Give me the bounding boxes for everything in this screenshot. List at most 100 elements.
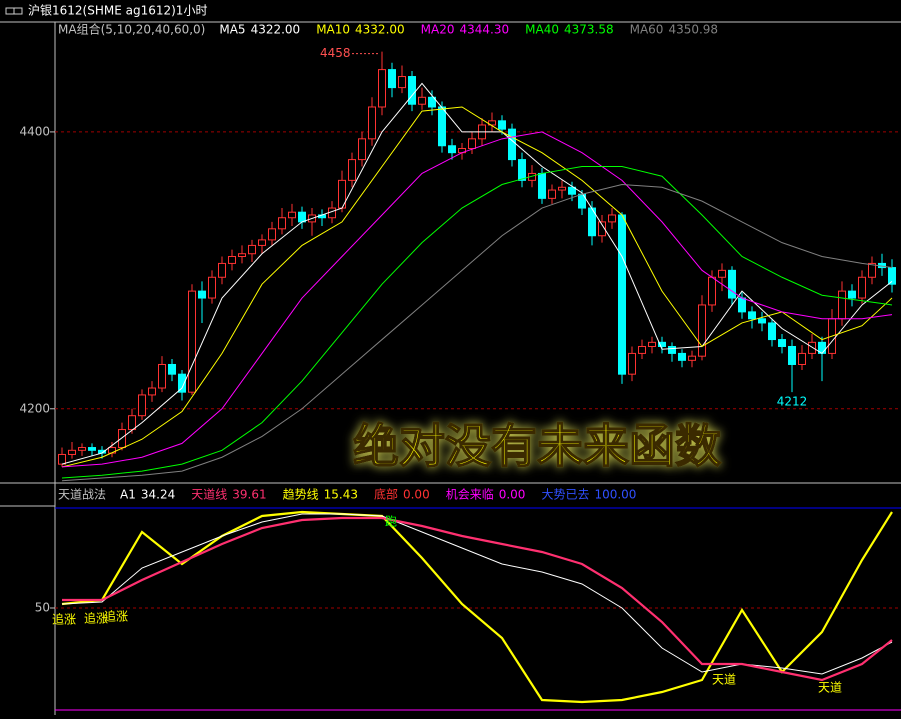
high-label: 4458	[320, 46, 351, 60]
candle-body	[188, 290, 196, 393]
candle-body	[648, 341, 656, 347]
candle-body	[698, 304, 706, 357]
signal-label: 追涨	[84, 611, 108, 626]
ma-line	[61, 82, 893, 465]
candle-body	[128, 415, 136, 431]
signal-label: 跑	[385, 515, 397, 529]
candle-body	[498, 120, 506, 130]
candle-body	[248, 244, 256, 255]
legend-text: 大势已去	[541, 488, 589, 502]
signal-label: 天道	[712, 673, 736, 687]
candle-body	[418, 96, 426, 105]
candle-body	[738, 297, 746, 313]
candle-body	[798, 352, 806, 365]
legend-text: 天道线	[191, 488, 227, 502]
candle-body	[598, 221, 606, 237]
candle-body	[398, 76, 406, 89]
candle-body	[658, 341, 666, 347]
candle-body	[508, 128, 516, 161]
candle-body	[298, 211, 306, 223]
legend-text: MA5	[219, 23, 245, 37]
candle-body	[788, 345, 796, 365]
ma-line	[61, 131, 893, 468]
ma-line	[61, 166, 893, 479]
candle-body	[748, 311, 756, 320]
candle-body	[138, 394, 146, 417]
legend-text: 4350.98	[668, 23, 718, 37]
candle-body	[868, 262, 876, 278]
candle-body	[668, 345, 676, 354]
legend-text: 机会来临	[446, 488, 494, 502]
candle-body	[408, 76, 416, 105]
legend-text: 4344.30	[460, 23, 510, 37]
legend-text: MA10	[316, 23, 350, 37]
signal-label: 追涨	[52, 612, 76, 627]
legend-text: 4322.00	[251, 23, 301, 37]
legend-text: 4373.58	[564, 23, 614, 37]
candle-body	[628, 352, 636, 375]
legend-text: MA60	[630, 23, 664, 37]
legend-text: 0.00	[499, 488, 526, 502]
y-tick-label: 4200	[19, 401, 50, 415]
candle-body	[678, 352, 686, 361]
legend-text: 39.61	[232, 488, 266, 502]
y-tick-label: 50	[35, 601, 50, 615]
candle-body	[518, 159, 526, 181]
candle-body	[768, 322, 776, 341]
ma-line	[62, 516, 893, 682]
candle-body	[178, 373, 186, 393]
candle-body	[778, 339, 786, 347]
candle-body	[708, 276, 716, 306]
candle-body	[88, 447, 96, 451]
banner: 绝对没有未来函数	[353, 419, 721, 473]
candle-body	[268, 228, 276, 241]
candle-body	[358, 138, 366, 161]
legend-text: 0.00	[403, 488, 430, 502]
candle-body	[58, 453, 66, 465]
candle-body	[118, 429, 126, 449]
ma-line	[61, 106, 893, 468]
candle-body	[238, 253, 246, 257]
candle-body	[258, 239, 266, 246]
candle-body	[148, 387, 156, 396]
candle-body	[288, 211, 296, 219]
candle-body	[348, 159, 356, 181]
candle-body	[378, 69, 386, 108]
candle-body	[848, 290, 856, 299]
candle-body	[568, 186, 576, 195]
candle-body	[808, 341, 816, 354]
legend-text: MA20	[421, 23, 455, 37]
candle-body	[638, 345, 646, 354]
candle-body	[78, 447, 86, 451]
candle-body	[608, 214, 616, 223]
candle-body	[838, 290, 846, 320]
candle-body	[68, 449, 76, 455]
candle-body	[858, 276, 866, 299]
candle-body	[558, 186, 566, 191]
ma-line	[61, 510, 893, 704]
candle-body	[328, 207, 336, 219]
candle-body	[208, 276, 216, 299]
candle-body	[718, 269, 726, 278]
legend-text: MA40	[525, 23, 559, 37]
signal-label: 天道	[818, 681, 842, 695]
title-bar	[0, 0, 901, 22]
candle-body	[468, 138, 476, 150]
legend-text: MA组合(5,10,20,40,60,0)	[58, 22, 205, 37]
legend-text: 15.43	[324, 488, 358, 502]
window-icon	[13, 7, 23, 15]
legend-text: 趋势线	[283, 488, 319, 502]
ma-line	[61, 513, 893, 675]
candle-body	[688, 355, 696, 361]
candle-body	[168, 363, 176, 375]
candle-body	[538, 172, 546, 199]
legend-text: 100.00	[594, 488, 636, 502]
candle-body	[438, 106, 446, 147]
candle-body	[428, 96, 436, 108]
legend-text: 34.24	[141, 488, 175, 502]
signal-label: 追涨	[104, 609, 128, 624]
legend-text: 底部	[374, 487, 398, 502]
candle-body	[228, 256, 236, 264]
